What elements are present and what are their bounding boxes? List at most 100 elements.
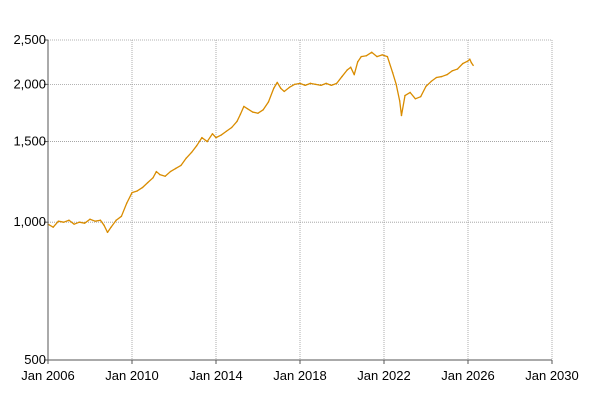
data-point (68, 219, 70, 221)
data-point (294, 83, 296, 86)
data-point (399, 100, 401, 102)
data-point (435, 76, 438, 79)
axis-layer: 500 1,000 1,500 2,000 2,500 Jan 2006 Jan 2010 J… (13, 32, 578, 383)
data-point (299, 82, 301, 85)
data-point (472, 64, 474, 67)
y-tick-label: 1,500 (13, 134, 46, 149)
data-point (251, 111, 254, 113)
data-point (404, 94, 406, 97)
data-point (365, 55, 368, 57)
data-point (94, 220, 96, 222)
data-point (159, 173, 161, 176)
data-point (376, 55, 378, 58)
data-point (446, 73, 448, 76)
data-point (357, 61, 359, 63)
series-layer (47, 51, 474, 234)
y-tick-label: 2,000 (13, 76, 46, 91)
data-point (425, 85, 427, 88)
y-tick-label: 500 (24, 352, 46, 367)
data-point (103, 224, 105, 226)
data-point (120, 215, 123, 218)
x-tick-label: Jan 2014 (189, 368, 243, 383)
data-point (215, 136, 217, 139)
data-point (83, 222, 86, 224)
data-point (141, 186, 144, 189)
data-point (89, 218, 91, 220)
data-point (169, 170, 172, 173)
x-tick-label: Jan 2030 (525, 368, 579, 383)
data-point (353, 73, 355, 76)
data-point (381, 54, 383, 56)
data-point (273, 87, 275, 90)
data-point (57, 220, 60, 222)
data-point (441, 75, 443, 78)
data-point (267, 101, 270, 103)
data-point (78, 221, 81, 223)
data-point (152, 177, 154, 179)
data-point (386, 55, 389, 58)
data-point (451, 70, 453, 72)
data-point (315, 83, 317, 86)
data-point (106, 231, 109, 234)
data-point (115, 219, 117, 221)
data-point (155, 170, 158, 173)
data-point (371, 51, 373, 53)
data-point (341, 75, 343, 78)
data-point (325, 82, 327, 85)
data-point (175, 167, 177, 170)
data-point (180, 164, 182, 167)
data-point (391, 72, 394, 74)
data-point (320, 84, 322, 87)
grid-layer (47, 39, 553, 361)
data-point (243, 105, 245, 108)
data-point (335, 82, 338, 85)
y-tick-label: 2,500 (13, 32, 46, 47)
data-point (257, 112, 259, 114)
data-point (419, 95, 422, 98)
data-point (126, 202, 128, 204)
data-point (280, 87, 282, 90)
data-point (246, 107, 249, 110)
data-point (190, 151, 193, 154)
data-point (164, 175, 166, 177)
data-point (211, 133, 214, 135)
data-point (350, 66, 352, 68)
data-point (110, 226, 112, 228)
data-point (462, 62, 464, 65)
data-point (288, 86, 291, 89)
data-point (131, 191, 133, 194)
data-point (346, 69, 348, 71)
data-point (99, 219, 102, 221)
data-point (136, 190, 138, 192)
data-point (309, 82, 312, 85)
data-point (467, 60, 469, 62)
data-point (262, 109, 264, 111)
data-point (231, 126, 233, 129)
data-point (206, 140, 208, 143)
x-tick-label: Jan 2018 (273, 368, 327, 383)
x-tick-label: Jan 2010 (105, 368, 159, 383)
data-point (201, 136, 203, 139)
data-point (430, 80, 432, 83)
data-point (456, 68, 459, 70)
data-point (220, 134, 222, 136)
data-point (236, 120, 238, 123)
data-point (73, 223, 75, 225)
data-point (147, 181, 149, 184)
data-point (283, 90, 285, 93)
data-point (196, 144, 198, 147)
data-point (225, 130, 228, 132)
data-point (239, 113, 242, 116)
x-tick-label: Jan 2006 (21, 368, 75, 383)
data-point (409, 91, 411, 94)
data-point (469, 58, 471, 60)
data-point (330, 84, 333, 87)
y-tick-label: 1,000 (13, 214, 46, 229)
data-point (395, 83, 397, 86)
x-tick-label: Jan 2022 (357, 368, 411, 383)
series-line (47, 51, 474, 234)
data-point (414, 98, 417, 100)
data-point (470, 62, 473, 64)
